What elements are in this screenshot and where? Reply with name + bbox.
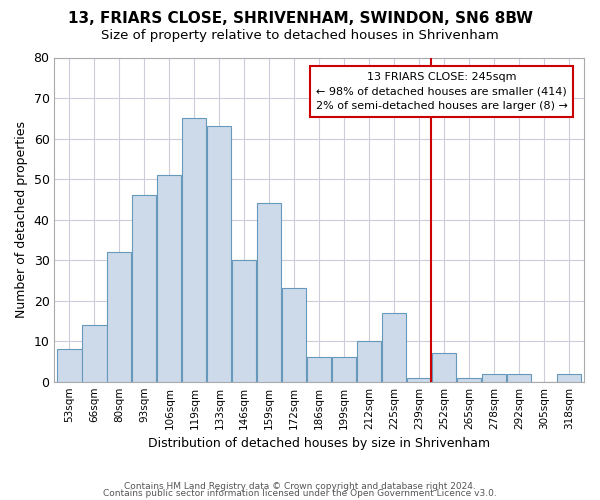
Bar xyxy=(507,374,531,382)
Bar xyxy=(207,126,232,382)
Text: Size of property relative to detached houses in Shrivenham: Size of property relative to detached ho… xyxy=(101,29,499,42)
Bar xyxy=(457,378,481,382)
Text: 13, FRIARS CLOSE, SHRIVENHAM, SWINDON, SN6 8BW: 13, FRIARS CLOSE, SHRIVENHAM, SWINDON, S… xyxy=(67,11,533,26)
Bar xyxy=(382,313,406,382)
Bar xyxy=(182,118,206,382)
Bar xyxy=(82,325,107,382)
Bar xyxy=(357,341,382,382)
Text: Contains public sector information licensed under the Open Government Licence v3: Contains public sector information licen… xyxy=(103,490,497,498)
Bar xyxy=(282,288,307,382)
Bar xyxy=(482,374,506,382)
Bar xyxy=(232,260,256,382)
Text: 13 FRIARS CLOSE: 245sqm
← 98% of detached houses are smaller (414)
2% of semi-de: 13 FRIARS CLOSE: 245sqm ← 98% of detache… xyxy=(316,72,568,112)
Text: Contains HM Land Registry data © Crown copyright and database right 2024.: Contains HM Land Registry data © Crown c… xyxy=(124,482,476,491)
Bar xyxy=(307,358,331,382)
Bar xyxy=(57,350,82,382)
Bar xyxy=(557,374,581,382)
Bar xyxy=(432,354,456,382)
Bar xyxy=(407,378,431,382)
Y-axis label: Number of detached properties: Number of detached properties xyxy=(15,121,28,318)
Bar xyxy=(132,196,157,382)
X-axis label: Distribution of detached houses by size in Shrivenham: Distribution of detached houses by size … xyxy=(148,437,490,450)
Bar xyxy=(107,252,131,382)
Bar xyxy=(332,358,356,382)
Bar xyxy=(157,175,181,382)
Bar xyxy=(257,204,281,382)
